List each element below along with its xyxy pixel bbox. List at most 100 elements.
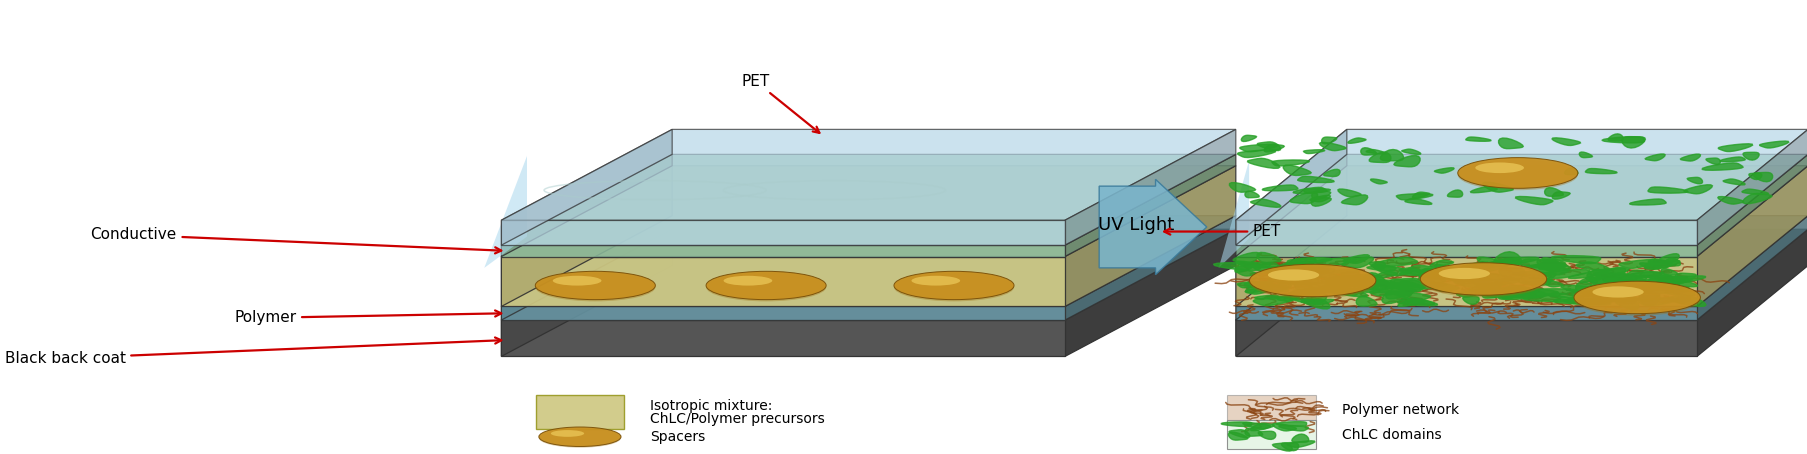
- Text: PET: PET: [741, 74, 819, 133]
- Polygon shape: [1518, 278, 1552, 283]
- Text: Polymer network: Polymer network: [1341, 403, 1458, 417]
- Polygon shape: [1447, 190, 1462, 197]
- Polygon shape: [1594, 290, 1615, 298]
- Ellipse shape: [723, 276, 772, 286]
- Ellipse shape: [535, 271, 654, 300]
- Polygon shape: [1418, 268, 1437, 277]
- Polygon shape: [1608, 293, 1635, 304]
- Polygon shape: [1521, 293, 1572, 301]
- Polygon shape: [1520, 281, 1549, 285]
- Polygon shape: [1279, 273, 1297, 281]
- Polygon shape: [1673, 273, 1695, 283]
- Polygon shape: [1644, 154, 1664, 161]
- Polygon shape: [1700, 163, 1742, 170]
- Polygon shape: [1675, 297, 1690, 304]
- Polygon shape: [1335, 276, 1352, 284]
- Polygon shape: [1292, 188, 1326, 193]
- Ellipse shape: [1420, 265, 1545, 297]
- Polygon shape: [1245, 287, 1272, 294]
- Ellipse shape: [1475, 163, 1523, 173]
- Polygon shape: [1366, 266, 1395, 271]
- Polygon shape: [1299, 294, 1326, 304]
- Polygon shape: [501, 166, 672, 306]
- Polygon shape: [1475, 288, 1520, 294]
- Polygon shape: [1303, 299, 1330, 309]
- Polygon shape: [1460, 262, 1487, 270]
- Polygon shape: [1630, 272, 1662, 278]
- Polygon shape: [1393, 278, 1422, 292]
- Polygon shape: [1352, 278, 1377, 290]
- Polygon shape: [1462, 274, 1489, 286]
- Polygon shape: [1493, 252, 1521, 265]
- Polygon shape: [1469, 282, 1502, 293]
- Polygon shape: [1323, 169, 1339, 177]
- Polygon shape: [1064, 129, 1236, 245]
- Polygon shape: [1261, 185, 1297, 191]
- Polygon shape: [1258, 431, 1276, 439]
- Ellipse shape: [553, 276, 602, 286]
- Ellipse shape: [1249, 264, 1375, 297]
- Polygon shape: [1370, 281, 1402, 288]
- Polygon shape: [1747, 173, 1760, 180]
- Polygon shape: [1523, 266, 1568, 275]
- Polygon shape: [1236, 154, 1807, 245]
- Polygon shape: [1664, 287, 1688, 295]
- Polygon shape: [1679, 154, 1700, 161]
- Polygon shape: [1550, 256, 1599, 264]
- Polygon shape: [1637, 298, 1679, 306]
- Polygon shape: [1469, 187, 1496, 193]
- Polygon shape: [1263, 144, 1283, 152]
- Polygon shape: [1287, 260, 1315, 272]
- Text: Black back coat: Black back coat: [5, 337, 501, 366]
- Polygon shape: [1220, 422, 1250, 426]
- Polygon shape: [1256, 142, 1279, 151]
- Polygon shape: [1614, 300, 1637, 310]
- Polygon shape: [1361, 148, 1375, 155]
- Polygon shape: [1323, 277, 1339, 285]
- Polygon shape: [1603, 275, 1624, 283]
- Polygon shape: [1592, 292, 1624, 301]
- Polygon shape: [1321, 276, 1350, 282]
- Polygon shape: [1232, 252, 1259, 262]
- Polygon shape: [1628, 199, 1666, 205]
- Polygon shape: [1662, 279, 1697, 287]
- Ellipse shape: [1249, 266, 1375, 299]
- Polygon shape: [1617, 259, 1657, 268]
- Polygon shape: [501, 216, 672, 320]
- Polygon shape: [1252, 296, 1299, 306]
- Polygon shape: [1256, 252, 1281, 262]
- Polygon shape: [1411, 192, 1429, 198]
- Polygon shape: [1626, 285, 1670, 291]
- Polygon shape: [1355, 286, 1391, 292]
- FancyBboxPatch shape: [535, 395, 623, 429]
- Polygon shape: [1240, 144, 1278, 152]
- Polygon shape: [1341, 281, 1388, 290]
- Polygon shape: [1241, 135, 1256, 142]
- Polygon shape: [1717, 197, 1742, 204]
- Polygon shape: [1456, 290, 1484, 297]
- Polygon shape: [1373, 271, 1397, 278]
- Polygon shape: [1500, 288, 1525, 299]
- Polygon shape: [1382, 283, 1411, 287]
- Polygon shape: [1218, 161, 1249, 268]
- Polygon shape: [1368, 262, 1384, 269]
- Polygon shape: [1473, 279, 1520, 287]
- Polygon shape: [1397, 299, 1424, 306]
- Polygon shape: [1227, 432, 1247, 440]
- Polygon shape: [1585, 168, 1615, 174]
- Polygon shape: [1460, 283, 1493, 288]
- Polygon shape: [1245, 428, 1261, 436]
- Polygon shape: [1308, 258, 1355, 267]
- Ellipse shape: [1420, 263, 1545, 295]
- Polygon shape: [1661, 269, 1677, 275]
- Polygon shape: [1632, 278, 1664, 286]
- Polygon shape: [1433, 271, 1460, 275]
- Polygon shape: [1064, 166, 1236, 306]
- Polygon shape: [1212, 263, 1261, 271]
- Polygon shape: [1292, 434, 1308, 442]
- Polygon shape: [1599, 296, 1639, 301]
- Polygon shape: [1332, 275, 1377, 281]
- Polygon shape: [1628, 283, 1668, 292]
- Polygon shape: [1404, 198, 1431, 204]
- FancyBboxPatch shape: [1236, 320, 1697, 356]
